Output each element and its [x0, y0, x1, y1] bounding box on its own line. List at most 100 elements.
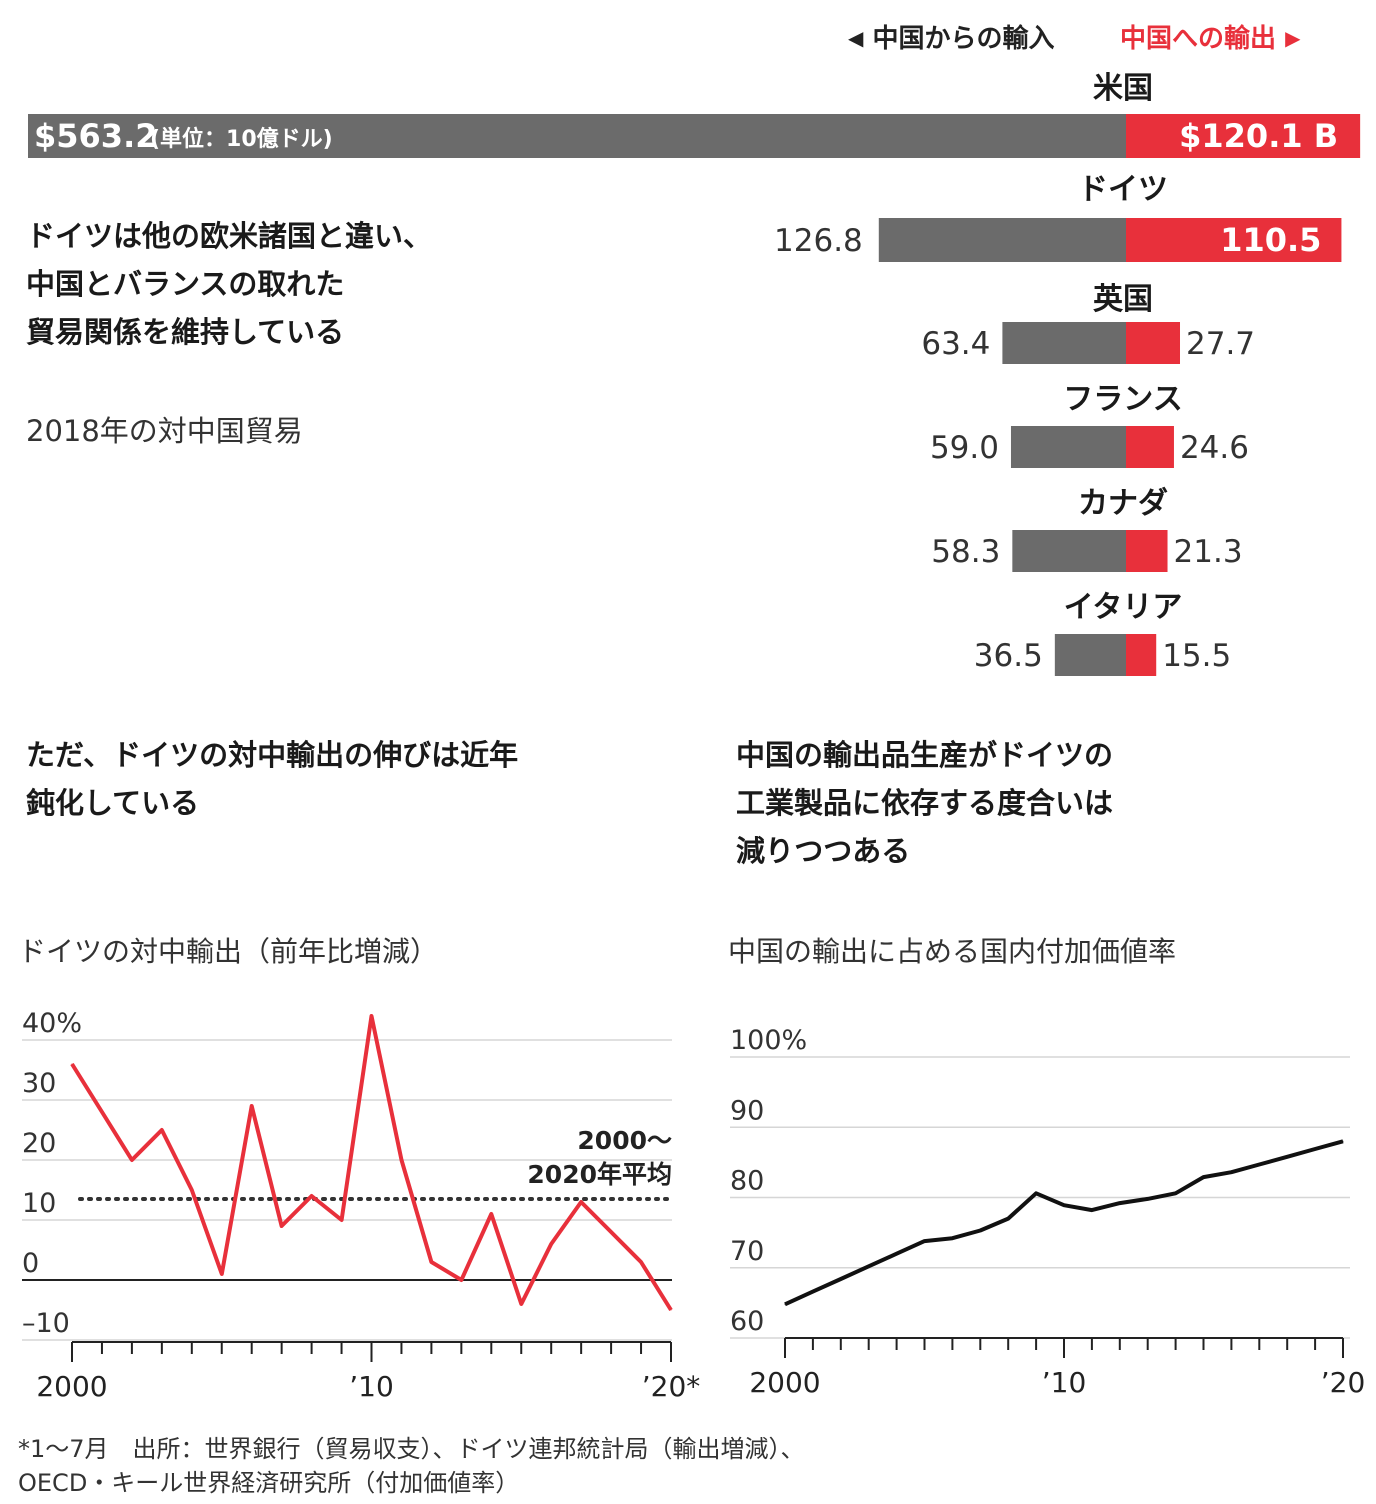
legend-exports-label: 中国への輸出 [1120, 24, 1277, 54]
country-label: カナダ [1078, 486, 1168, 521]
country-label: ドイツ [1078, 172, 1168, 207]
x-tick-label: 2000 [749, 1366, 820, 1399]
headline-line-1: ドイツは他の欧米諸国と違い、 [26, 219, 433, 253]
y-tick-label: 60 [730, 1306, 764, 1337]
export-value-label: 21.3 [1174, 534, 1243, 570]
footnote-line-1: *1〜7月 出所：世界銀行（貿易収支）、ドイツ連邦統計局（輸出増減）、 [18, 1435, 805, 1463]
data-point [430, 1261, 432, 1263]
export-bar [1126, 322, 1181, 364]
import-bar [1002, 322, 1126, 364]
trade-bar-chart: 米国 $563.2(単位：10億ドル) $120.1 B ドイツ 126.8 110.5 英… [28, 71, 1361, 676]
export-bar [1126, 634, 1157, 676]
right-heading-line-1: 中国の輸出品生産がドイツの [736, 738, 1114, 772]
x-tick-label: ’10 [1042, 1366, 1087, 1399]
data-point [371, 1015, 372, 1017]
data-point [868, 1265, 870, 1267]
x-tick-label: ’10 [349, 1370, 394, 1403]
y-tick-label: 10 [22, 1188, 56, 1219]
data-point [610, 1231, 612, 1233]
data-point [1007, 1218, 1009, 1220]
y-tick-label: 90 [730, 1095, 764, 1126]
average-label: 2020年平均 [527, 1160, 672, 1189]
legend-imports-label: 中国からの輸入 [872, 24, 1055, 54]
import-value-label: 63.4 [921, 326, 990, 362]
legend-exports: 中国への輸出 ▶ [1120, 18, 1300, 55]
data-point [1314, 1148, 1316, 1150]
country-label: 英国 [1093, 282, 1153, 317]
export-value-label: 27.7 [1186, 326, 1255, 362]
import-bar [28, 114, 1126, 158]
import-bar [1010, 426, 1126, 468]
export-bar [1126, 218, 1342, 262]
import-bar [878, 218, 1126, 262]
country-label: イタリア [1064, 590, 1183, 625]
right-triangle-icon: ▶ [1285, 26, 1301, 50]
import-value-label: 59.0 [930, 430, 999, 466]
x-tick-label: 2000 [36, 1370, 107, 1403]
data-point [101, 1111, 103, 1113]
export-value-label: 110.5 [1220, 221, 1321, 259]
data-point [191, 1189, 193, 1191]
import-value-label: 36.5 [974, 638, 1043, 674]
export-bar [1126, 426, 1174, 468]
germany-exports-line-chart: –10 0 10 20 30 40% 2000 ’10 ’20* 2000〜 2020年平均 [22, 1008, 700, 1403]
data-point [1119, 1202, 1121, 1204]
data-point [311, 1195, 313, 1197]
y-tick-label: 80 [730, 1166, 764, 1197]
export-value-label: $120.1 B [1179, 117, 1338, 155]
average-label: 2000〜 [577, 1126, 672, 1155]
data-point [580, 1201, 582, 1203]
data-point [400, 1159, 402, 1161]
value-added-line-chart: 60 70 80 90 100% 2000 ’10 ’20 [730, 1025, 1365, 1399]
country-label: 米国 [1093, 71, 1153, 106]
headline: ドイツは他の欧米諸国と違い、 中国とバランスの取れた 貿易関係を維持している [26, 212, 432, 356]
unit-note: (単位：10億ドル) [150, 126, 333, 152]
data-point [550, 1243, 552, 1245]
right-heading: 中国の輸出品生産がドイツの 工業製品に依存する度合いは 減りつつある [736, 731, 1113, 875]
data-point [924, 1240, 925, 1242]
data-point [1147, 1198, 1149, 1200]
data-point [221, 1273, 223, 1275]
x-tick-label: ’20* [642, 1370, 700, 1403]
data-point [131, 1159, 133, 1161]
export-bar [1126, 530, 1168, 572]
data-point [520, 1303, 522, 1305]
data-point [161, 1129, 163, 1131]
import-bar [1012, 530, 1126, 572]
data-point [1175, 1192, 1177, 1194]
export-value-label: 15.5 [1162, 638, 1231, 674]
data-point [281, 1225, 283, 1227]
data-point [1091, 1209, 1093, 1211]
data-point [71, 1063, 73, 1065]
data-point [1063, 1204, 1065, 1206]
y-tick-label: 70 [730, 1236, 764, 1267]
y-tick-label: 30 [22, 1068, 56, 1099]
footnote-line-2: OECD・キール世界経済研究所（付加価値率） [18, 1469, 520, 1497]
country-label: フランス [1063, 382, 1182, 417]
legend-imports: ◀ 中国からの輸入 [848, 18, 1054, 55]
left-heading-line-2: 鈍化している [26, 786, 200, 820]
export-value-label: 24.6 [1180, 430, 1249, 466]
data-point [640, 1261, 642, 1263]
data-point [460, 1279, 462, 1281]
data-point [951, 1237, 953, 1239]
data-point [1230, 1171, 1232, 1173]
data-point [251, 1105, 253, 1107]
data-point [341, 1219, 343, 1221]
left-heading: ただ、ドイツの対中輸出の伸びは近年 鈍化している [26, 731, 518, 827]
y-tick-label: 0 [22, 1248, 39, 1279]
data-point [1258, 1163, 1260, 1165]
footnote: *1〜7月 出所：世界銀行（貿易収支）、ドイツ連邦統計局（輸出増減）、 OECD… [18, 1432, 805, 1500]
left-triangle-icon: ◀ [848, 26, 864, 50]
import-bar [1054, 634, 1126, 676]
import-value-label: 126.8 [774, 223, 863, 259]
data-point [1342, 1140, 1344, 1142]
series-line [784, 1139, 1344, 1307]
left-chart-title: ドイツの対中輸出（前年比増減） [18, 935, 439, 968]
y-tick-label: –10 [22, 1308, 70, 1339]
left-heading-line-1: ただ、ドイツの対中輸出の伸びは近年 [26, 738, 519, 772]
right-heading-line-3: 減りつつある [736, 834, 911, 868]
y-tick-label: 100% [730, 1025, 807, 1056]
data-point [670, 1309, 672, 1311]
headline-line-2: 中国とバランスの取れた [26, 267, 345, 301]
